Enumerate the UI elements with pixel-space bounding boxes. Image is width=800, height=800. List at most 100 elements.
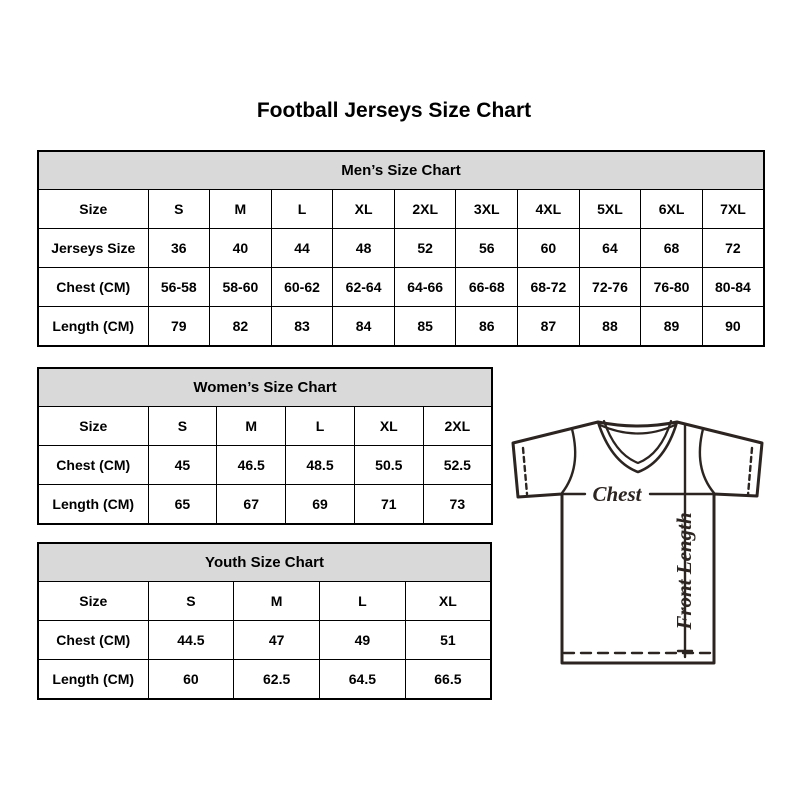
size-row-label: Size	[37, 189, 149, 229]
value-cell: 69	[285, 484, 355, 525]
value-cell: 44	[270, 228, 334, 268]
jersey-measurement-diagram: Chest Front Length	[511, 419, 764, 665]
value-cell: 48.5	[285, 445, 355, 485]
collar-inner-v	[602, 419, 673, 465]
size-column-header: 3XL	[455, 189, 519, 229]
value-cell: 87	[517, 306, 580, 347]
row-label: Length (CM)	[37, 484, 149, 525]
value-cell: 45	[147, 445, 218, 485]
right-cuff-dashed-line	[746, 446, 754, 497]
value-cell: 82	[209, 306, 272, 347]
table-row: Chest (CM) 45 46.5 48.5 50.5 52.5	[37, 445, 493, 485]
value-cell: 64-66	[393, 267, 457, 307]
value-cell: 44.5	[147, 620, 235, 660]
value-cell: 89	[640, 306, 703, 347]
value-cell: 64	[578, 228, 642, 268]
table-title-row: Women’s Size Chart	[37, 367, 493, 407]
chest-label: Chest	[592, 482, 642, 506]
size-column-header: 4XL	[517, 189, 580, 229]
table-header-row: Size S M L XL 2XL	[37, 406, 493, 446]
row-label: Length (CM)	[37, 659, 149, 700]
value-cell: 66.5	[404, 659, 492, 700]
table-row: Length (CM) 65 67 69 71 73	[37, 484, 493, 525]
front-length-label: Front Length	[672, 512, 696, 630]
value-cell: 71	[353, 484, 424, 525]
value-cell: 60	[147, 659, 235, 700]
value-cell: 68	[640, 228, 703, 268]
womens-table-title: Women’s Size Chart	[37, 367, 493, 407]
value-cell: 50.5	[353, 445, 424, 485]
size-column-header: M	[233, 581, 320, 621]
youth-table-title: Youth Size Chart	[37, 542, 492, 582]
size-column-header: 5XL	[578, 189, 642, 229]
value-cell: 68-72	[517, 267, 580, 307]
value-cell: 60-62	[270, 267, 334, 307]
size-column-header: XL	[404, 581, 492, 621]
size-column-header: L	[319, 581, 406, 621]
size-column-header: M	[216, 406, 287, 446]
youth-size-chart-table: Youth Size Chart Size S M L XL Chest (CM) 44.5 4…	[37, 542, 492, 700]
value-cell: 62-64	[332, 267, 395, 307]
value-cell: 86	[455, 306, 519, 347]
row-label: Chest (CM)	[37, 620, 149, 660]
jersey-outline	[511, 420, 764, 665]
row-label: Chest (CM)	[37, 445, 149, 485]
value-cell: 56-58	[147, 267, 211, 307]
value-cell: 88	[578, 306, 642, 347]
right-sleeve-seam	[698, 427, 716, 495]
left-sleeve-seam	[560, 427, 577, 495]
value-cell: 64.5	[319, 659, 406, 700]
size-column-header: L	[270, 189, 334, 229]
value-cell: 73	[422, 484, 493, 525]
table-row: Chest (CM) 44.5 47 49 51	[37, 620, 492, 660]
table-header-row: Size S M L XL 2XL 3XL 4XL 5XL 6XL 7XL	[37, 189, 765, 229]
value-cell: 46.5	[216, 445, 287, 485]
table-row: Jerseys Size 36 40 44 48 52 56 60 64 68 72	[37, 228, 765, 268]
size-column-header: S	[147, 406, 218, 446]
value-cell: 85	[393, 306, 457, 347]
collar-outer-v	[596, 420, 679, 474]
value-cell: 40	[209, 228, 272, 268]
size-column-header: M	[209, 189, 272, 229]
row-label: Chest (CM)	[37, 267, 149, 307]
table-title-row: Men’s Size Chart	[37, 150, 765, 190]
table-header-row: Size S M L XL	[37, 581, 492, 621]
value-cell: 49	[319, 620, 406, 660]
value-cell: 67	[216, 484, 287, 525]
size-column-header: S	[147, 581, 235, 621]
page-title: Football Jerseys Size Chart	[256, 99, 532, 122]
table-title-row: Youth Size Chart	[37, 542, 492, 582]
size-column-header: S	[147, 189, 211, 229]
size-row-label: Size	[37, 581, 149, 621]
value-cell: 51	[404, 620, 492, 660]
value-cell: 56	[455, 228, 519, 268]
womens-table: Women’s Size Chart Size S M L XL 2XL Chest (CM)…	[37, 367, 493, 525]
youth-table: Youth Size Chart Size S M L XL Chest (CM) 44.5 4…	[37, 542, 492, 700]
size-column-header: 7XL	[701, 189, 765, 229]
value-cell: 80-84	[701, 267, 765, 307]
row-label: Jerseys Size	[37, 228, 149, 268]
value-cell: 76-80	[640, 267, 703, 307]
value-cell: 58-60	[209, 267, 272, 307]
table-row: Chest (CM) 56-58 58-60 60-62 62-64 64-66 66-68…	[37, 267, 765, 307]
value-cell: 48	[332, 228, 395, 268]
value-cell: 72	[701, 228, 765, 268]
size-column-header: XL	[353, 406, 424, 446]
mens-size-chart-table: Men’s Size Chart Size S M L XL 2XL 3XL 4XL 5XL 6XL…	[37, 150, 765, 347]
size-column-header: 2XL	[422, 406, 493, 446]
value-cell: 52.5	[422, 445, 493, 485]
size-row-label: Size	[37, 406, 149, 446]
size-column-header: L	[285, 406, 355, 446]
size-column-header: 6XL	[640, 189, 703, 229]
womens-size-chart-table: Women’s Size Chart Size S M L XL 2XL Chest (CM)…	[37, 367, 493, 525]
value-cell: 60	[517, 228, 580, 268]
value-cell: 65	[147, 484, 218, 525]
value-cell: 36	[147, 228, 211, 268]
value-cell: 62.5	[233, 659, 320, 700]
value-cell: 90	[701, 306, 765, 347]
mens-table-title: Men’s Size Chart	[37, 150, 765, 190]
size-column-header: 2XL	[393, 189, 457, 229]
value-cell: 52	[393, 228, 457, 268]
mens-table: Men’s Size Chart Size S M L XL 2XL 3XL 4XL 5XL 6XL…	[37, 150, 765, 347]
